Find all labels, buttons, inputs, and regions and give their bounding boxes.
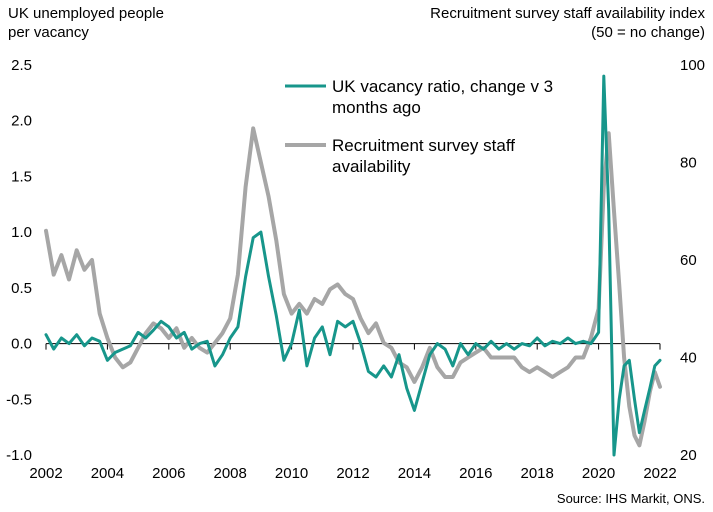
right-tick-label: 100: [680, 57, 705, 74]
left-axis-title-line1: UK unemployed people: [8, 5, 164, 22]
x-tick-label: 2004: [91, 465, 124, 482]
series-line: [44, 126, 662, 448]
left-tick-label: 1.0: [11, 224, 32, 241]
legend-entry: Recruitment survey staff availability: [332, 136, 515, 176]
right-tick-label: 60: [680, 252, 697, 269]
x-tick-label: 2020: [582, 465, 615, 482]
left-tick-label: 0.0: [11, 336, 32, 353]
x-tick-label: 2018: [521, 465, 554, 482]
right-tick-label: 80: [680, 155, 697, 172]
left-tick-label: -0.5: [6, 391, 32, 408]
left-axis-title-line2: per vacancy: [8, 24, 89, 41]
x-tick-label: 2022: [643, 465, 676, 482]
x-tick-label: 2008: [214, 465, 247, 482]
right-tick-label: 40: [680, 350, 697, 367]
left-tick-label: 2.0: [11, 113, 32, 130]
right-tick-label: 20: [680, 447, 697, 464]
left-tick-label: -1.0: [6, 447, 32, 464]
x-tick-label: 2010: [275, 465, 308, 482]
x-tick-label: 2014: [398, 465, 431, 482]
legend-entry: UK vacancy ratio, change v 3 months ago: [332, 77, 553, 117]
x-tick-label: 2006: [152, 465, 185, 482]
right-axis-title-line2: (50 = no change): [591, 24, 705, 41]
left-tick-label: 2.5: [11, 57, 32, 74]
x-tick-label: 2012: [336, 465, 369, 482]
right-axis-title: Recruitment survey staff availability in…: [375, 4, 705, 42]
left-tick-label: 0.5: [11, 280, 32, 297]
left-axis-title: UK unemployed people per vacancy: [8, 4, 268, 42]
source-note: Source: IHS Markit, ONS.: [556, 491, 705, 506]
series-line: [44, 74, 662, 457]
left-tick-label: 1.5: [11, 168, 32, 185]
x-tick-label: 2002: [29, 465, 62, 482]
x-tick-label: 2016: [459, 465, 492, 482]
right-axis-title-line1: Recruitment survey staff availability in…: [430, 5, 705, 22]
